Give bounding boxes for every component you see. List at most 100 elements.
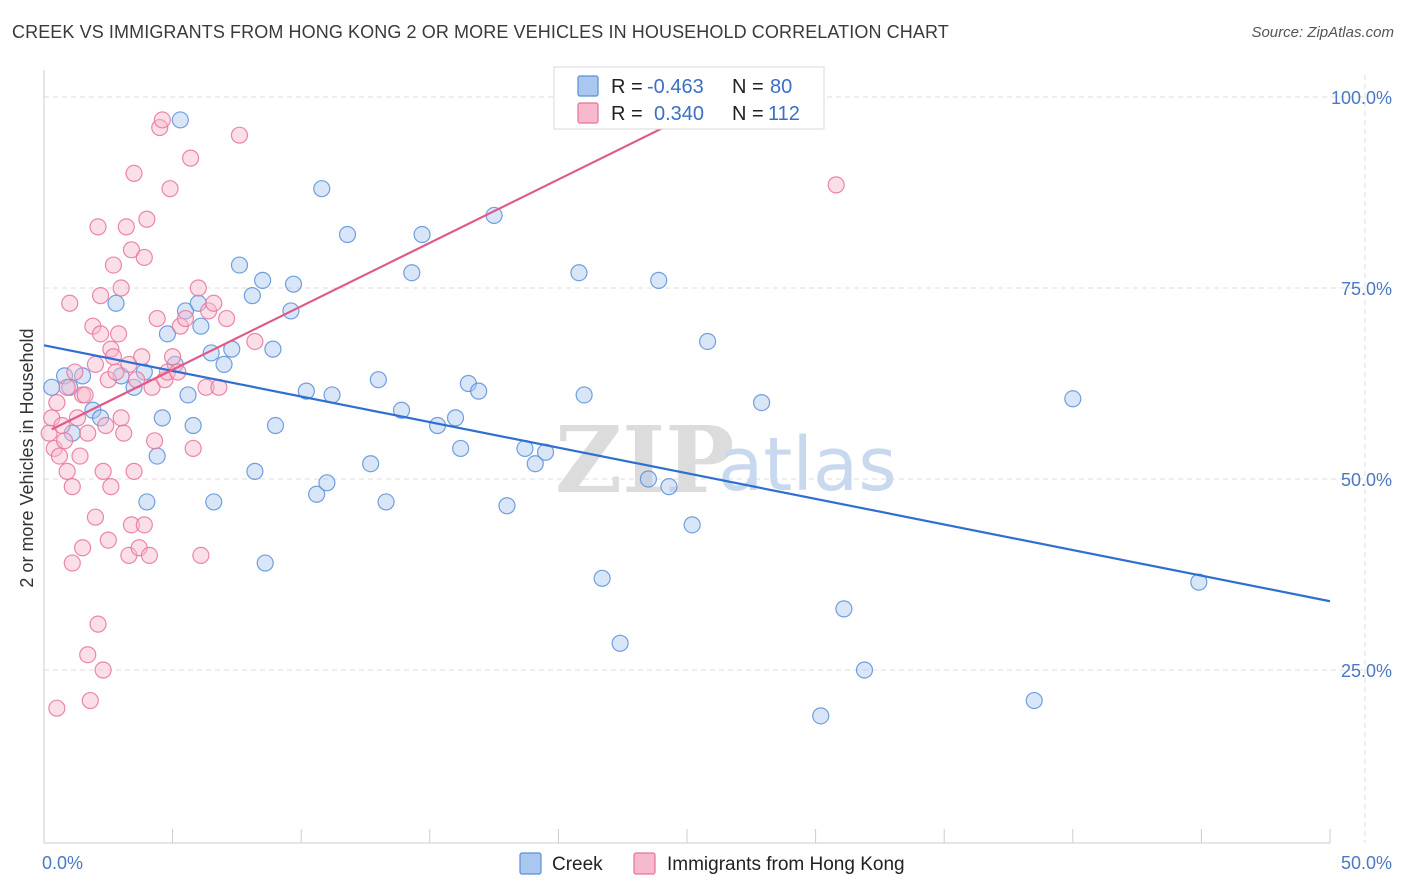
hk-point-38 [107,363,125,381]
bottom-legend-creek: Creek [552,854,603,875]
hk-point-54 [135,248,153,267]
hk-point-41 [112,409,130,427]
hk-point-28 [91,325,110,343]
creek-point-16 [171,111,189,129]
hk-point-26 [89,218,107,236]
hk-point-58 [145,432,164,450]
series-legend: Creek Immigrants from Hong Kong [519,852,905,875]
creek-point-27 [243,287,261,305]
creek-point-42 [369,371,387,389]
hk-point-70 [184,439,202,458]
hk-point-64 [161,180,179,198]
hk-point-52 [133,348,151,366]
source-credit: Source: ZipAtlas.com [1251,24,1394,41]
hk-point-29 [94,661,112,679]
x-tick-labels: 0.0% 50.0% [42,853,1392,873]
hk-point-5 [50,447,69,465]
hk-point-53 [135,516,153,534]
creek-trend-line [43,344,1331,603]
creek-point-34 [284,275,303,293]
creek-point-45 [403,264,421,282]
hk-point-17 [73,539,92,557]
creek-point-19 [184,416,202,435]
creek-point-64 [683,516,701,534]
creek-points [43,111,1208,725]
creek-point-35 [297,382,315,400]
hk-point-72 [192,546,210,565]
hk-point-49 [125,462,143,480]
trend-lines [43,96,1331,603]
creek-point-46 [413,225,431,244]
creek-point-65 [698,332,717,351]
hk-point-37 [104,256,123,274]
hk-point-71 [189,279,207,297]
bottom-legend-creek-swatch [519,852,542,875]
hk-point-10 [61,294,79,312]
hk-point-69 [182,149,200,167]
legend-n-label-1: N = [732,76,764,98]
creek-point-68 [835,600,853,618]
legend-r-label-1: R = [611,76,643,98]
hk-point-65 [164,348,182,366]
hk-point-12 [63,554,81,572]
creek-point-23 [205,493,223,511]
watermark-atlas: atlas [718,422,897,508]
creek-point-51 [470,382,488,400]
hk-point-43 [117,218,135,236]
creek-point-67 [812,707,830,725]
watermark-zip: ZIP [555,406,734,514]
creek-point-70 [1025,691,1043,710]
creek-point-41 [362,455,380,473]
creek-point-26 [230,256,249,274]
y-tick-label-25: 25.0% [1341,661,1392,681]
creek-point-52 [485,206,503,225]
y-axis-label: 2 or more Vehicles in Household [17,328,37,587]
hk-point-11 [63,478,81,496]
hk-point-35 [102,478,120,496]
legend-creek-swatch [577,75,599,97]
creek-point-30 [256,554,274,572]
hk-point-75 [205,294,223,312]
hk-point-56 [140,546,159,565]
creek-point-24 [215,355,233,373]
stats-legend: R = -0.463 N = 80 R = 0.340 N = 112 [553,66,825,130]
creek-point-7 [107,294,125,312]
x-tick-label-50: 50.0% [1341,853,1392,873]
creek-point-71 [1064,390,1082,408]
hk-point-8 [58,462,76,480]
axes [43,70,1331,844]
y-tick-label-50: 50.0% [1341,470,1392,490]
hk-point-20 [79,646,97,664]
creek-point-60 [611,634,629,652]
hk-point-68 [176,309,195,328]
y-tick-label-75: 75.0% [1341,279,1392,299]
creek-point-44 [392,401,411,419]
creek-point-53 [498,497,516,515]
hk-point-78 [230,126,249,144]
hk-point-9 [58,378,76,396]
creek-point-21 [192,317,210,335]
hk-point-61 [153,111,171,129]
creek-point-59 [593,569,611,587]
hk-point-19 [79,424,97,442]
hk-point-77 [218,309,236,328]
creek-point-32 [266,416,285,435]
hk-point-27 [91,287,110,305]
legend-n-value-1: 80 [770,76,792,98]
hk-point-30 [94,462,112,480]
hk-point-23 [86,355,105,373]
hk-point-40 [112,279,130,297]
y-tick-labels: 25.0% 50.0% 75.0% 100.0% [1331,88,1392,681]
hk-point-7 [55,432,74,450]
chart-title: CREEK VS IMMIGRANTS FROM HONG KONG 2 OR … [12,22,949,42]
hk-point-3 [48,394,66,412]
hk-point-4 [48,699,66,717]
hk-points [40,111,845,717]
creek-point-55 [526,455,544,473]
creek-point-11 [138,493,156,511]
creek-point-62 [650,271,668,289]
creek-point-29 [254,271,272,289]
hk-point-13 [66,363,84,381]
creek-point-36 [308,485,326,503]
creek-point-61 [639,470,658,488]
